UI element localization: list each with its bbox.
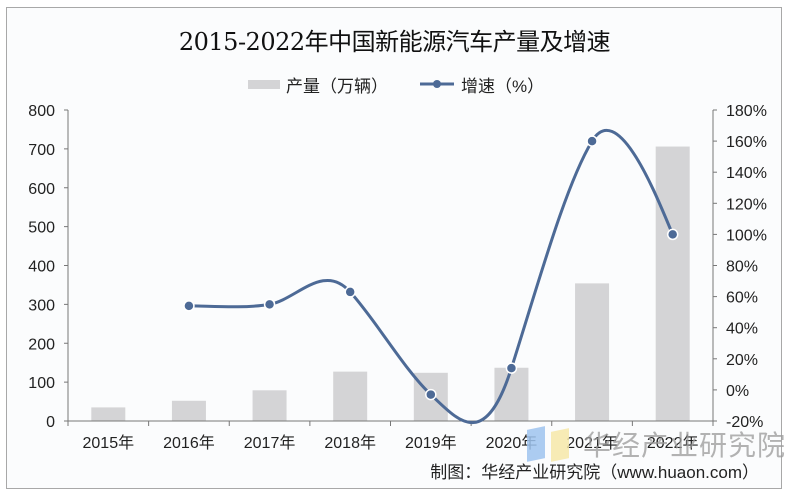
right-tick-label: 100% [726, 227, 767, 244]
watermark-logo-blue [527, 426, 545, 462]
x-tick-label: 2017年 [244, 434, 296, 452]
right-tick-label: 180% [726, 103, 767, 120]
right-tick-label: 140% [726, 165, 767, 182]
left-tick-label: 200 [28, 336, 55, 353]
chart-frame [6, 7, 782, 489]
right-tick-label: 20% [726, 352, 758, 369]
source-note: 制图：华经产业研究院（www.huaon.com） [430, 463, 759, 482]
x-tick-label: 2022年 [647, 434, 699, 452]
watermark: 华经产业研究院 [583, 430, 787, 461]
x-tick-label: 2019年 [405, 434, 457, 452]
legend: 产量（万辆） 增速（%） [0, 72, 789, 96]
right-tick-label: 40% [726, 321, 758, 338]
left-tick-label: 800 [28, 103, 55, 120]
bar [252, 390, 287, 421]
right-tick-label: 120% [726, 196, 767, 213]
right-tick-label: -20% [726, 414, 763, 431]
bar [91, 407, 126, 421]
left-tick-label: 0 [46, 414, 55, 431]
watermark-logo-yellow [551, 428, 569, 462]
bar [333, 371, 368, 421]
legend-line-label: 增速（%） [461, 77, 545, 96]
left-tick-label: 300 [28, 297, 55, 314]
left-tick-label: 400 [28, 259, 55, 276]
left-tick-label: 500 [28, 220, 55, 237]
legend-line-swatch-icon [420, 80, 454, 88]
right-tick-label: 0% [726, 383, 749, 400]
x-tick-label: 2020年 [486, 434, 538, 452]
x-tick-label: 2016年 [163, 434, 215, 452]
left-tick-label: 600 [28, 181, 55, 198]
right-tick-label: 80% [726, 259, 758, 276]
right-tick-label: 160% [726, 134, 767, 151]
growth-marker [586, 135, 598, 147]
growth-marker [263, 298, 276, 311]
legend-bar-label: 产量（万辆） [286, 77, 388, 96]
left-tick-label: 100 [28, 375, 55, 392]
bar [171, 400, 206, 421]
growth-line [188, 129, 675, 424]
growth-marker [425, 388, 437, 401]
x-tick-label: 2018年 [324, 434, 376, 452]
growth-marker [344, 286, 356, 298]
chart-title: 2015-2022年中国新能源汽车产量及增速 [178, 28, 611, 56]
growth-marker [183, 300, 195, 312]
bar [655, 146, 690, 422]
left-tick-label: 700 [28, 142, 55, 159]
growth-marker [666, 228, 679, 241]
growth-marker [505, 362, 518, 374]
right-tick-label: 60% [726, 290, 758, 307]
legend-bar-swatch [248, 80, 280, 89]
x-tick-label: 2021年 [566, 434, 618, 452]
x-tick-label: 2015年 [83, 434, 135, 452]
bar [575, 283, 610, 421]
bar [494, 367, 529, 421]
